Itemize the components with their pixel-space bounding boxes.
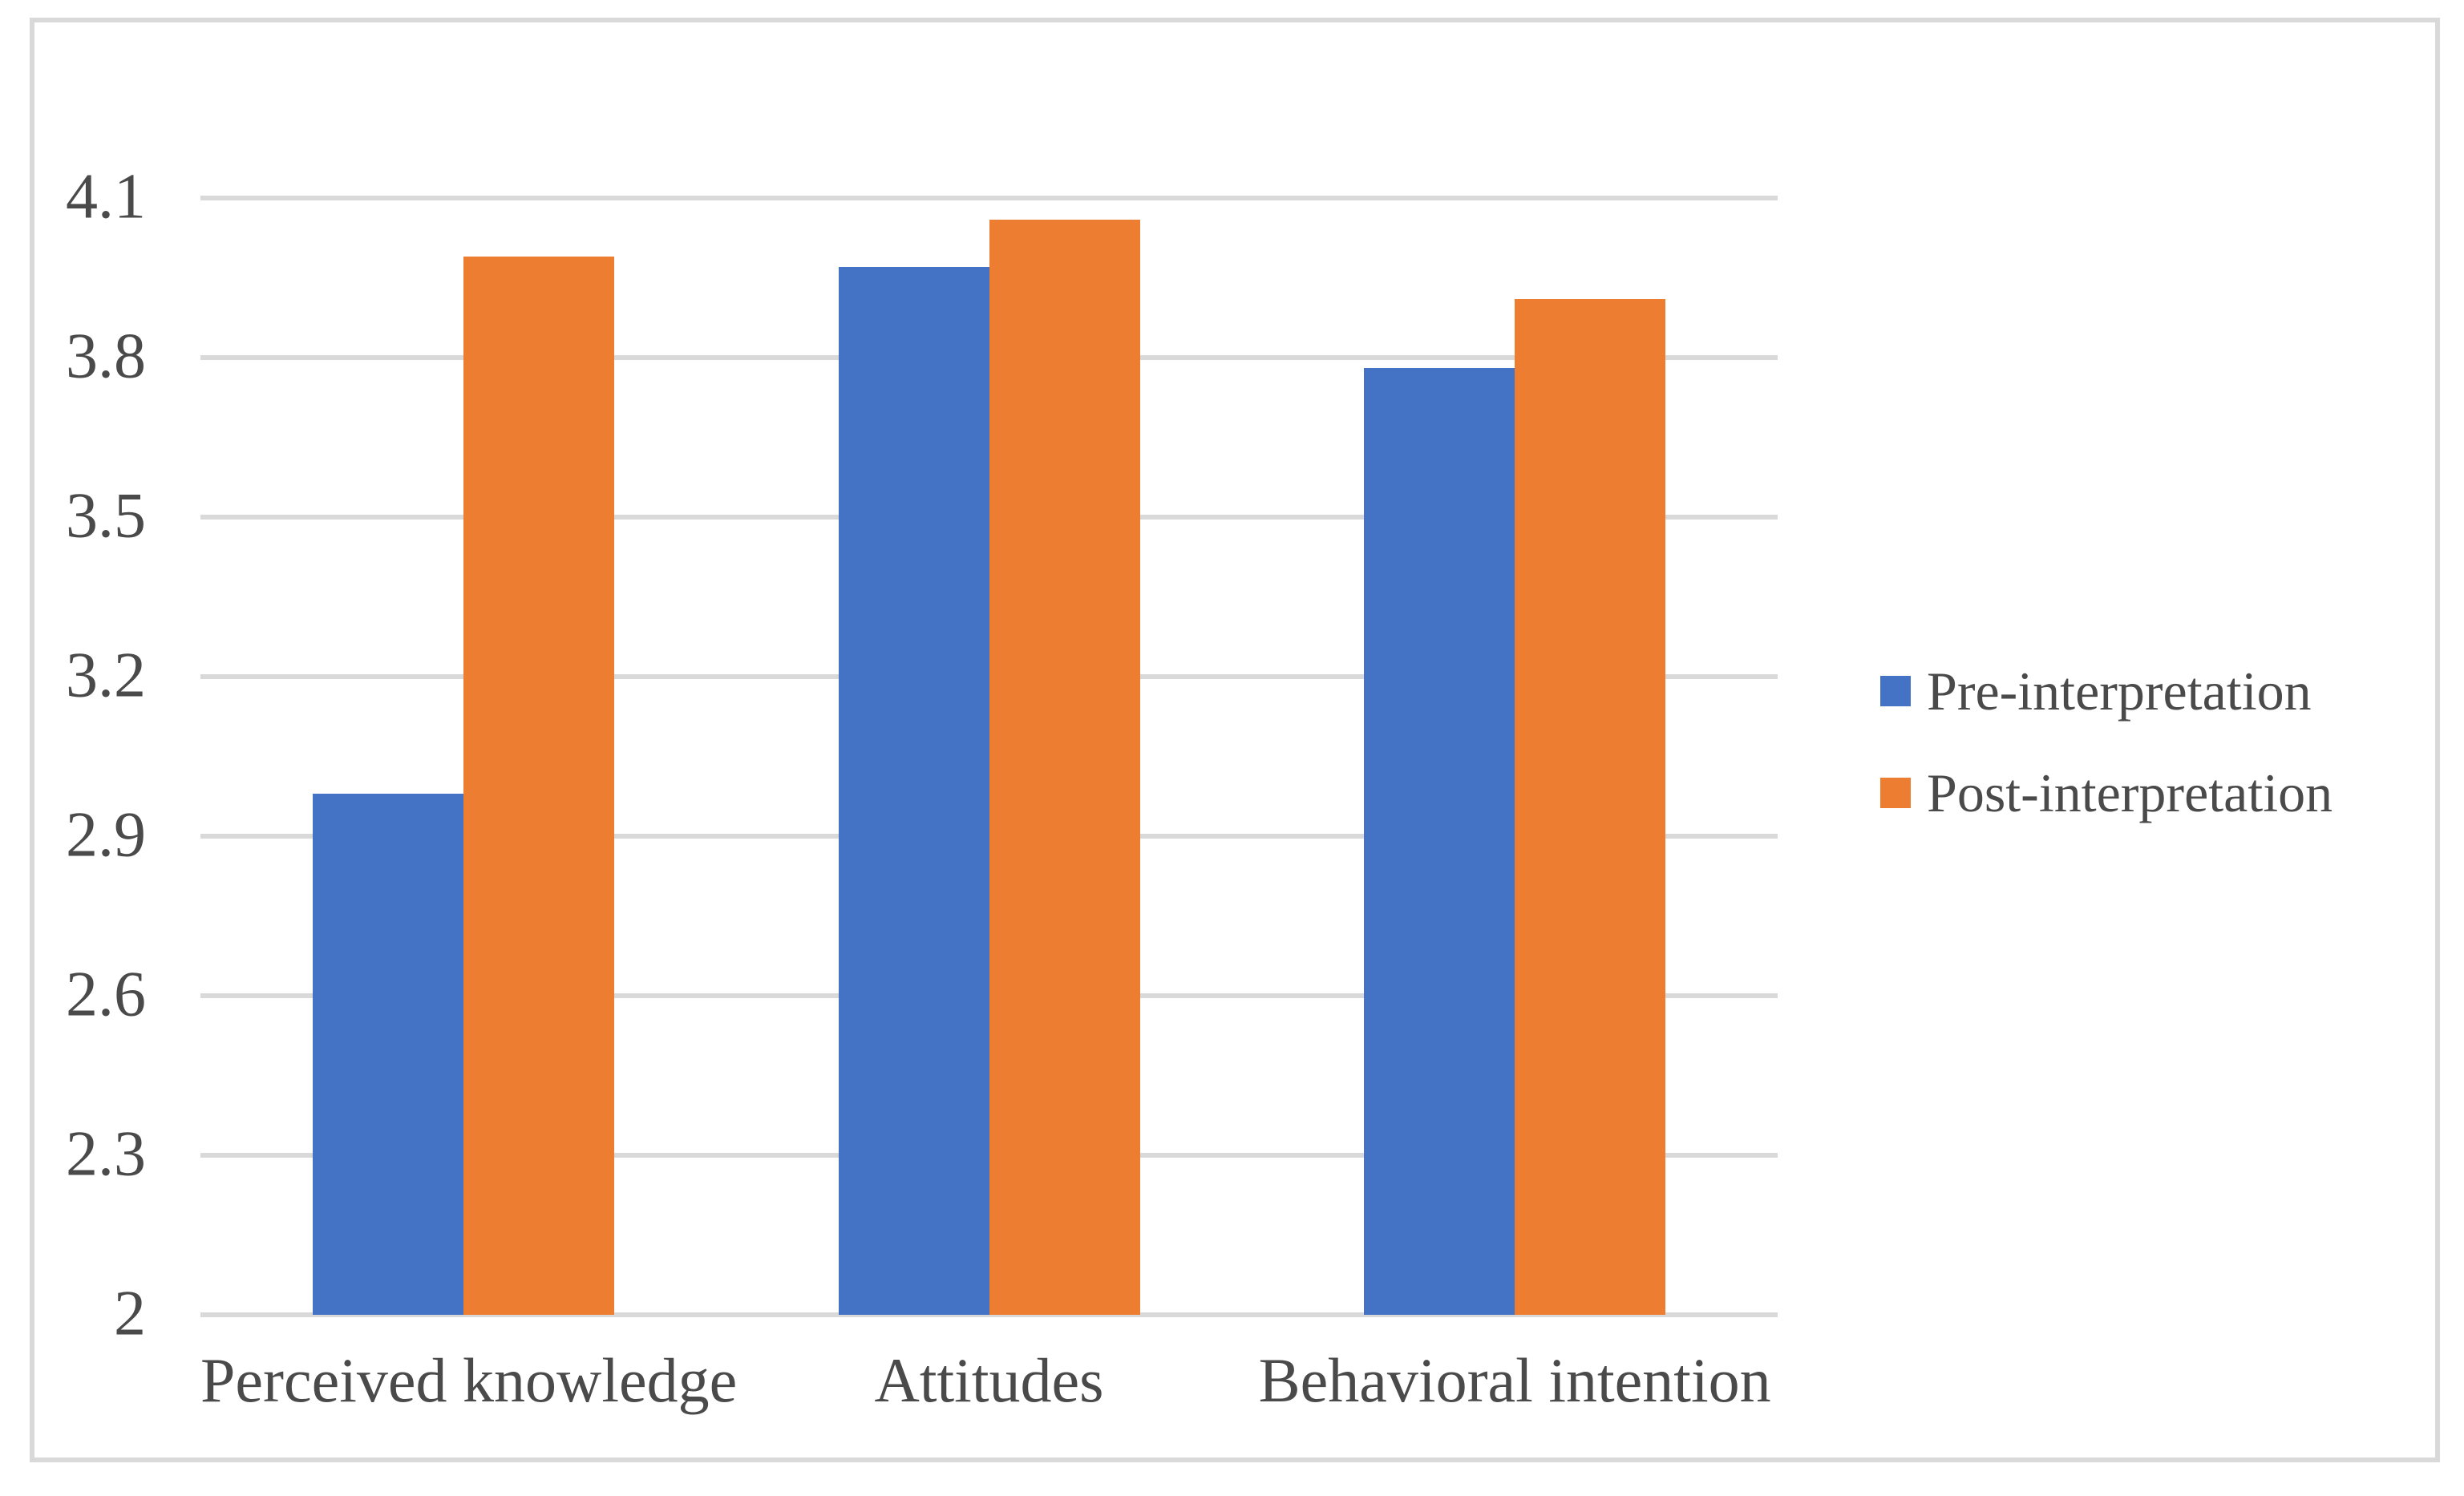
bar-post-2 [989, 219, 1140, 1315]
bar-pre-1 [312, 793, 463, 1315]
y-tick-label: 2.9 [66, 799, 146, 871]
legend-label: Post-interpretation [1927, 762, 2333, 823]
bar-pre-2 [838, 267, 989, 1315]
y-tick-label: 3.8 [66, 321, 146, 392]
bar-pre-3 [1364, 368, 1515, 1315]
legend-swatch-icon [1880, 676, 1911, 706]
x-category-label: Attitudes [874, 1345, 1104, 1415]
bar-post-3 [1515, 299, 1666, 1315]
y-tick-label: 3.2 [66, 640, 146, 711]
legend-item-pre-interpretation: Pre-interpretation [1880, 661, 2312, 722]
y-gridline [200, 196, 1778, 200]
legend-swatch-icon [1880, 778, 1911, 808]
y-tick-label: 4.1 [66, 161, 146, 232]
y-tick-label: 2 [114, 1278, 146, 1349]
bar-post-1 [463, 256, 614, 1315]
legend-label: Pre-interpretation [1927, 661, 2312, 722]
legend-item-post-interpretation: Post-interpretation [1880, 762, 2333, 823]
y-tick-label: 2.3 [66, 1118, 146, 1190]
y-tick-label: 3.5 [66, 480, 146, 552]
x-category-label: Behavioral intention [1258, 1345, 1771, 1415]
x-axis-line [200, 1312, 1778, 1317]
x-category-label: Perceived knowledge [200, 1345, 738, 1415]
y-tick-label: 2.6 [66, 959, 146, 1030]
